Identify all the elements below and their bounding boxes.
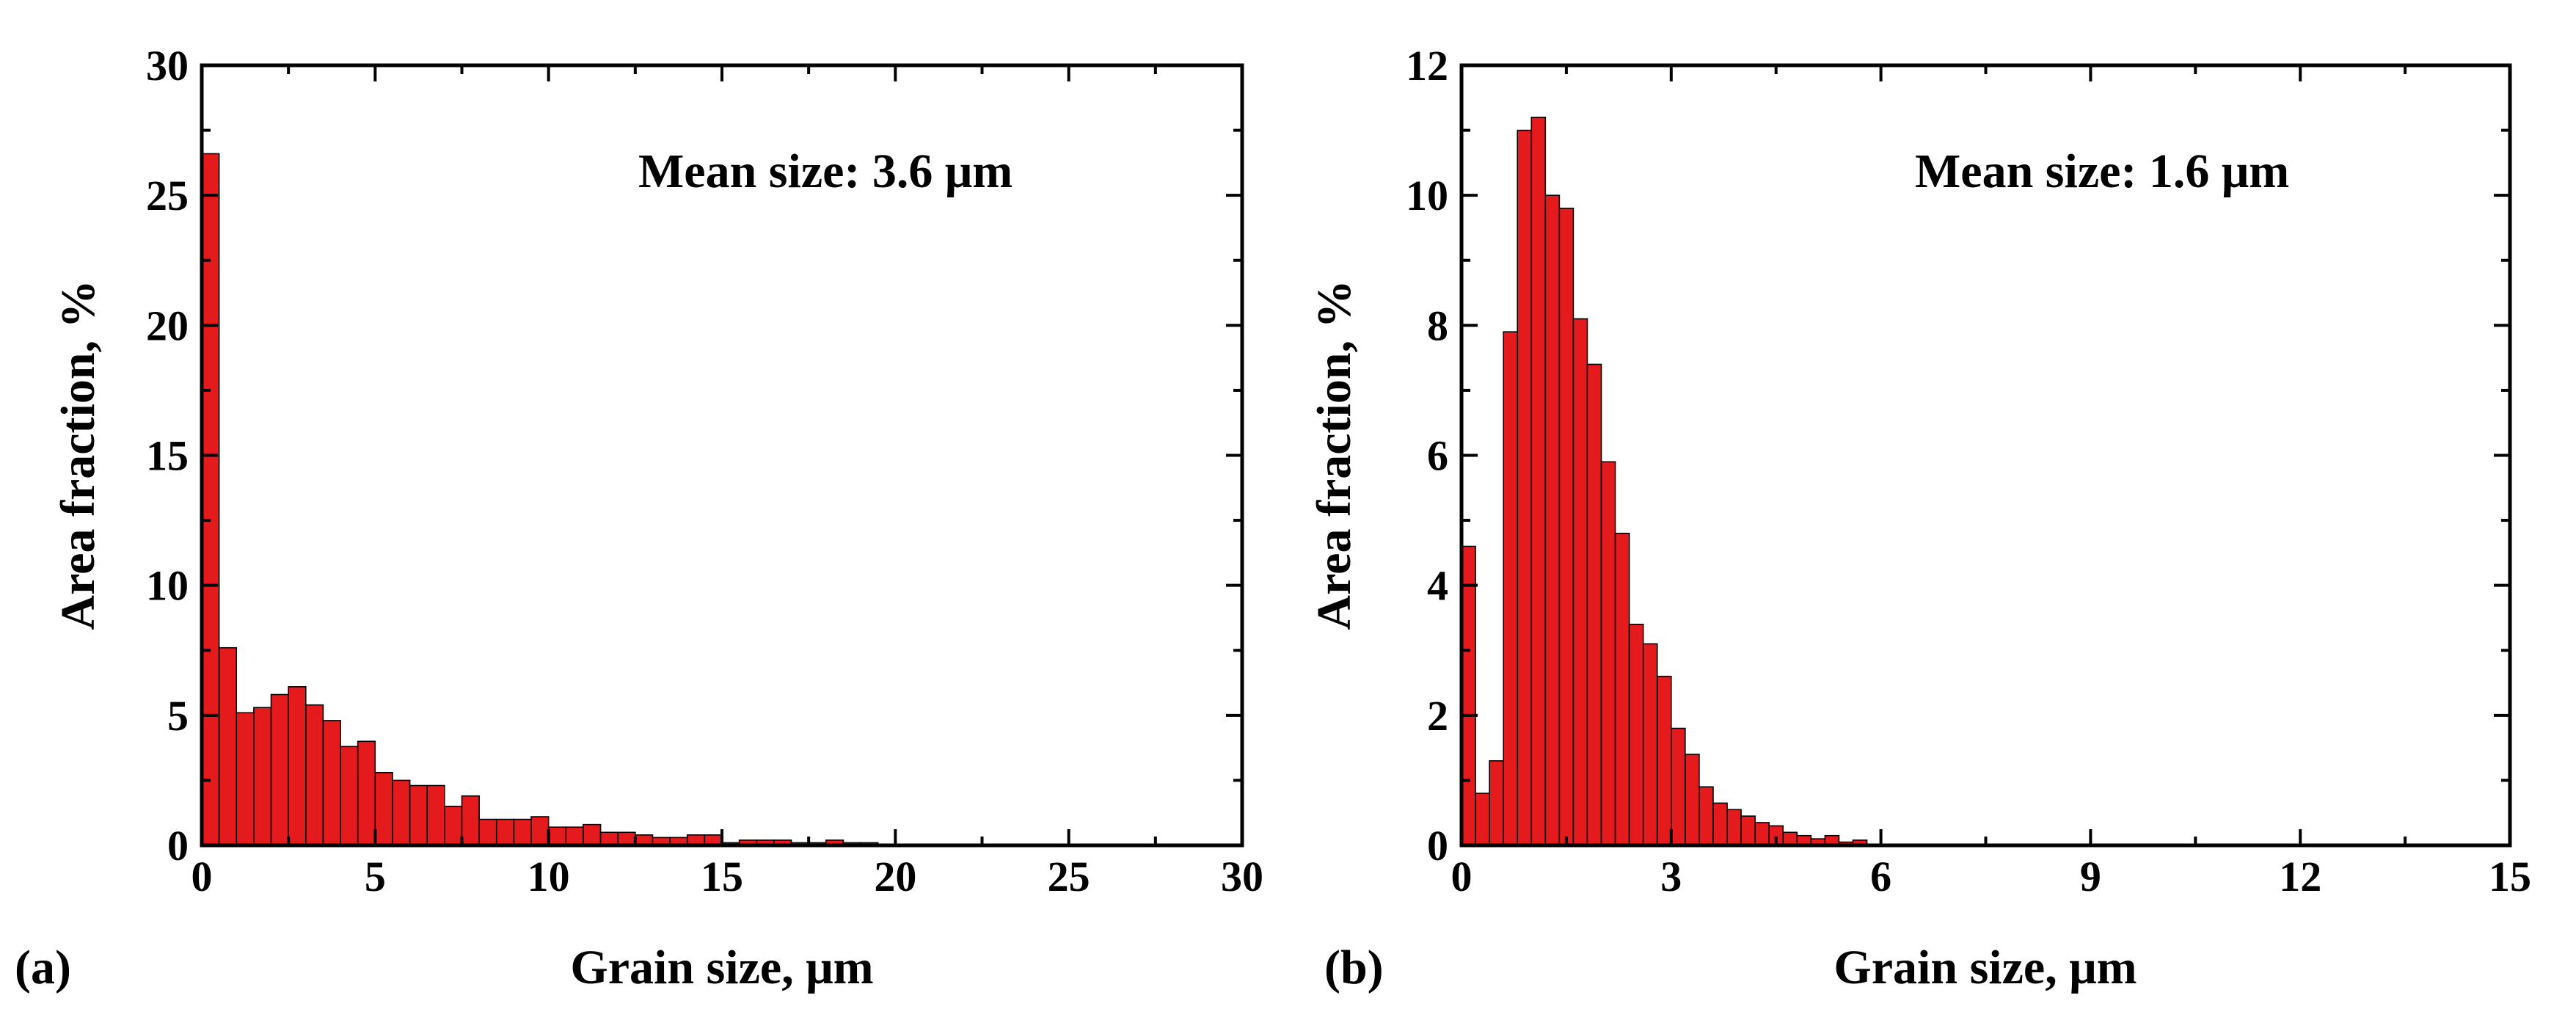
panel-a-x-tick-label: 5 bbox=[365, 853, 386, 900]
panel-a-bar bbox=[617, 831, 636, 846]
panel-b-bars bbox=[1461, 117, 1868, 846]
panel-b-bar bbox=[1586, 363, 1602, 846]
panel-a-x-tick-label: 0 bbox=[191, 853, 213, 900]
panel-a-bar bbox=[409, 784, 428, 846]
panel-a-bar bbox=[530, 816, 550, 846]
panel-a-x-tick-label: 20 bbox=[874, 853, 916, 900]
panel-a-bar bbox=[304, 704, 324, 846]
panel-b-y-axis-label: Area fraction, % bbox=[1307, 280, 1361, 630]
panel-b-x-axis-label: Grain size, μm bbox=[1834, 941, 2137, 994]
panel-a-bar bbox=[426, 784, 445, 846]
panel-b-bar bbox=[1503, 331, 1519, 846]
panel-a-x-tick-label: 25 bbox=[1048, 853, 1090, 900]
panel-b-bar bbox=[1628, 624, 1644, 846]
panel-a-bar bbox=[270, 693, 289, 846]
panel-b-bar bbox=[1530, 117, 1547, 846]
panel-b-y-tick-label: 2 bbox=[1427, 692, 1448, 740]
panel-a-bar bbox=[565, 826, 584, 846]
panel-a-bar bbox=[444, 806, 463, 846]
panel-a-bar bbox=[478, 818, 497, 846]
panel-a-bars bbox=[201, 153, 879, 846]
panel-a-bar bbox=[357, 740, 376, 846]
panel-b-bar bbox=[1782, 831, 1798, 846]
panel-a-bar bbox=[218, 646, 238, 846]
panel-b-bar bbox=[1740, 815, 1756, 846]
panel-b-y-tick-label: 0 bbox=[1427, 822, 1448, 870]
panel-b-bar bbox=[1754, 822, 1770, 846]
panel-b-x-tick-label: 12 bbox=[2279, 853, 2321, 900]
panel-b-bar bbox=[1671, 727, 1686, 846]
panel-a-bar bbox=[513, 818, 532, 846]
panel-a-ticks: 0 5 10 15 20 25 30 0 5 10 15 20 25 30 bbox=[146, 42, 1263, 900]
panel-a-y-tick-label: 5 bbox=[167, 692, 189, 740]
panel-b-annotation: Mean size: 1.6 μm bbox=[1915, 145, 2289, 198]
panel-b-bar bbox=[1461, 545, 1476, 846]
panel-a-x-tick-label: 10 bbox=[528, 853, 570, 900]
panel-b-y-tick-label: 12 bbox=[1406, 42, 1448, 90]
panel-a-bar bbox=[288, 686, 307, 846]
panel-a-x-axis-label: Grain size, μm bbox=[570, 941, 873, 994]
panel-a-x-tick-label: 15 bbox=[701, 853, 743, 900]
panel-a-y-tick-label: 0 bbox=[167, 822, 189, 870]
panel-b-bar bbox=[1517, 129, 1533, 846]
panel-b-y-tick-label: 8 bbox=[1427, 302, 1448, 349]
panel-a-bar bbox=[374, 771, 393, 846]
panel-b-bar bbox=[1600, 461, 1616, 846]
panel-a-bar bbox=[599, 831, 619, 846]
panel-a-bar bbox=[495, 818, 515, 846]
panel-b-bar bbox=[1614, 532, 1630, 846]
panel-b-bar bbox=[1475, 793, 1490, 846]
panel-b-x-tick-label: 6 bbox=[1870, 853, 1891, 900]
panel-b-x-tick-label: 0 bbox=[1451, 853, 1473, 900]
panel-b-label: (b) bbox=[1324, 941, 1384, 994]
panel-b-bar bbox=[1726, 809, 1742, 846]
panel-b-bar bbox=[1712, 802, 1728, 846]
panel-a-bar bbox=[322, 720, 341, 846]
panel-a-bar bbox=[461, 795, 480, 846]
panel-b-y-tick-label: 10 bbox=[1406, 172, 1448, 219]
panel-b-bar bbox=[1544, 194, 1561, 846]
panel-a-y-tick-label: 30 bbox=[146, 42, 189, 90]
panel-b-bar bbox=[1558, 208, 1575, 846]
panel-b-y-tick-label: 6 bbox=[1427, 432, 1448, 480]
panel-a-bar bbox=[253, 707, 272, 846]
panel-b-bar bbox=[1489, 760, 1504, 846]
panel-b-chart: 0 3 6 9 12 15 0 2 4 6 8 10 12 Mean size: 1.6 μm Grai… bbox=[1307, 42, 2531, 994]
panel-a-y-axis-label: Area fraction, % bbox=[51, 280, 105, 630]
panel-a-chart: 0 5 10 15 20 25 30 0 5 10 15 20 25 30 Mean size: 3.6 … bbox=[15, 42, 1263, 994]
panel-b-x-tick-label: 15 bbox=[2489, 853, 2531, 900]
panel-a-y-tick-label: 25 bbox=[146, 172, 189, 219]
panel-a-bar bbox=[340, 746, 359, 846]
panel-a-y-tick-label: 20 bbox=[146, 302, 189, 349]
panel-a-annotation: Mean size: 3.6 μm bbox=[638, 145, 1012, 198]
panel-b-bar bbox=[1685, 754, 1700, 846]
panel-b-ticks: 0 3 6 9 12 15 0 2 4 6 8 10 12 bbox=[1406, 42, 2531, 900]
panel-b-y-tick-label: 4 bbox=[1427, 562, 1448, 610]
panel-b-bar bbox=[1656, 675, 1672, 846]
panel-b-bar bbox=[1699, 786, 1714, 846]
panel-b-x-tick-label: 9 bbox=[2080, 853, 2101, 900]
panel-a-y-tick-label: 10 bbox=[146, 562, 189, 610]
panel-b-bar bbox=[1642, 643, 1658, 846]
panel-a-x-tick-label: 30 bbox=[1221, 853, 1263, 900]
panel-a-label: (a) bbox=[15, 941, 71, 994]
panel-a-bar bbox=[201, 153, 220, 846]
panel-a-bar bbox=[583, 823, 602, 846]
panel-a-bar bbox=[547, 826, 567, 846]
panel-a-bar bbox=[236, 712, 255, 846]
panel-a-y-tick-label: 15 bbox=[146, 432, 189, 480]
panel-b-x-tick-label: 3 bbox=[1660, 853, 1682, 900]
panel-b-bar bbox=[1572, 318, 1588, 846]
panel-a-bar bbox=[392, 779, 411, 846]
